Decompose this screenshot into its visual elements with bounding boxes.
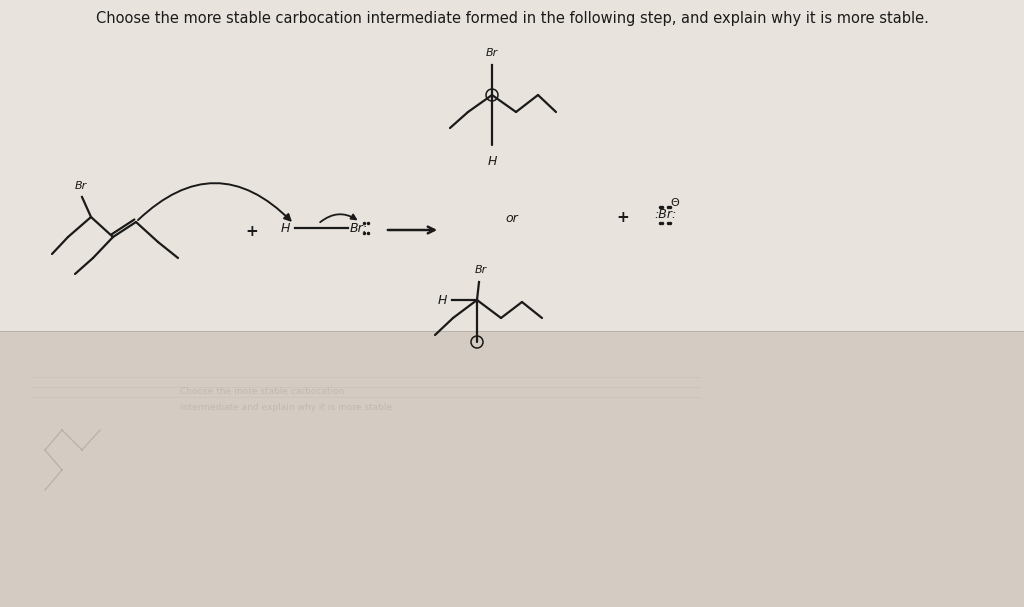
Text: H: H — [437, 294, 446, 307]
Text: H: H — [281, 222, 290, 234]
Text: Br:: Br: — [350, 222, 368, 234]
Text: Θ: Θ — [671, 198, 679, 208]
Text: H: H — [487, 155, 497, 168]
Text: +: + — [616, 211, 630, 225]
Text: Choose the more stable carbocation: Choose the more stable carbocation — [180, 387, 344, 396]
Text: +: + — [246, 225, 258, 240]
Text: Choose the more stable carbocation intermediate formed in the following step, an: Choose the more stable carbocation inter… — [95, 11, 929, 26]
Text: or: or — [506, 211, 518, 225]
Text: intermediate and explain why it is more stable: intermediate and explain why it is more … — [180, 402, 392, 412]
FancyArrowPatch shape — [321, 214, 356, 222]
Bar — [0, 331, 1024, 607]
FancyArrowPatch shape — [138, 183, 291, 220]
Text: Br: Br — [475, 265, 487, 275]
Text: :Br:: :Br: — [654, 208, 676, 222]
Text: Br: Br — [485, 48, 498, 58]
Text: Br: Br — [75, 181, 87, 191]
